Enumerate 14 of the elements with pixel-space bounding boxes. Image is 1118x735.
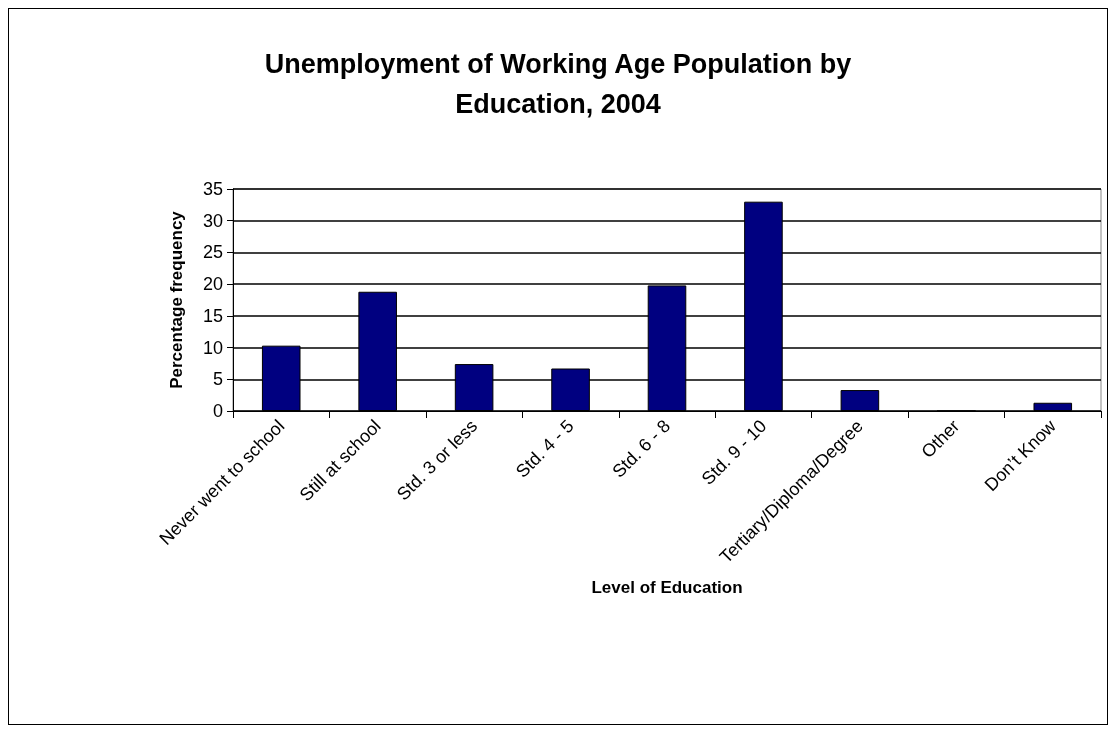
chart-title: Unemployment of Working Age Population by Education, 2004 [264,49,852,119]
y-tick-label: 20 [202,274,223,295]
y-tick-label: 25 [202,242,223,263]
y-tick-label: 5 [212,369,223,390]
x-tick-label: Std. 4 - 5 [511,415,578,482]
y-tick-label: 0 [212,401,223,421]
y-tick-label: 15 [202,305,223,326]
x-tick-label: Std. 6 - 8 [608,415,675,482]
y-tick-label: 30 [202,210,223,231]
y-axis-title: Percentage frequency [167,210,186,389]
x-tick-label: Std. 3 or less [392,415,482,505]
x-axis-title: Level of Education [591,578,743,597]
y-tick-label: 35 [202,179,223,199]
y-tick-label: 10 [202,337,223,358]
